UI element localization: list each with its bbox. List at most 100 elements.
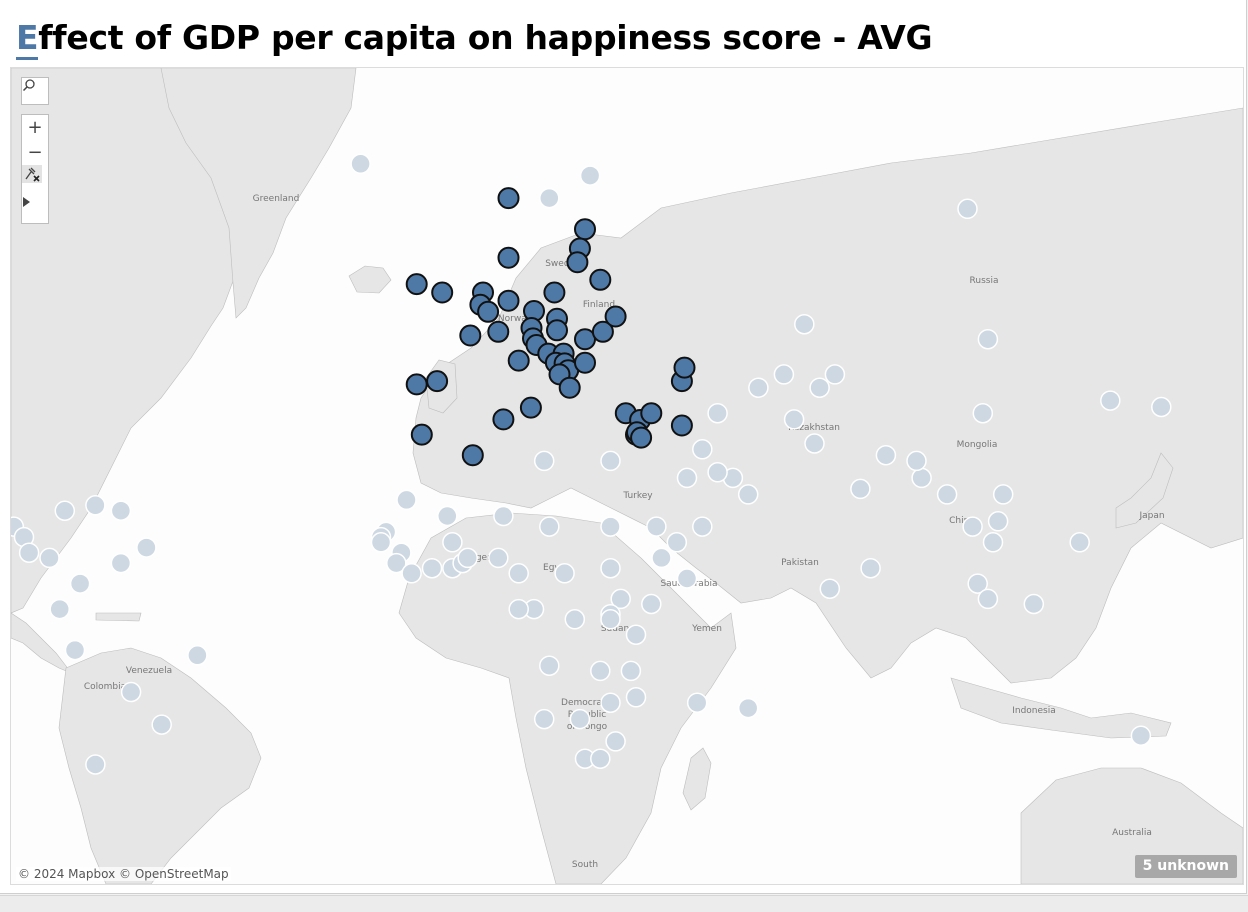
country-mark-dimmed[interactable] xyxy=(707,462,728,483)
country-mark-dimmed[interactable] xyxy=(69,573,91,594)
country-mark-dimmed[interactable] xyxy=(370,532,392,553)
country-mark-dimmed[interactable] xyxy=(967,573,988,594)
country-mark-dimmed[interactable] xyxy=(437,505,458,527)
country-mark-highlighted[interactable] xyxy=(604,305,627,328)
country-mark-dimmed[interactable] xyxy=(620,660,642,682)
country-mark-dimmed[interactable] xyxy=(136,537,157,558)
country-mark-highlighted[interactable] xyxy=(519,396,542,419)
country-mark-dimmed[interactable] xyxy=(962,516,983,537)
country-mark-dimmed[interactable] xyxy=(692,439,713,460)
country-mark-dimmed[interactable] xyxy=(396,489,417,511)
country-mark-dimmed[interactable] xyxy=(783,409,805,430)
country-mark-dimmed[interactable] xyxy=(533,450,555,472)
country-mark-dimmed[interactable] xyxy=(748,377,769,398)
country-mark-dimmed[interactable] xyxy=(987,511,1009,532)
country-mark-highlighted[interactable] xyxy=(492,408,515,431)
country-mark-highlighted[interactable] xyxy=(507,349,530,372)
country-mark-highlighted[interactable] xyxy=(405,373,428,396)
country-mark-dimmed[interactable] xyxy=(539,655,560,676)
country-mark-dimmed[interactable] xyxy=(401,563,422,584)
country-mark-dimmed[interactable] xyxy=(906,450,927,472)
country-mark-highlighted[interactable] xyxy=(459,324,482,347)
country-mark-highlighted[interactable] xyxy=(558,376,581,399)
country-mark-highlighted[interactable] xyxy=(497,289,520,312)
reset-map-button[interactable] xyxy=(22,165,48,190)
country-mark-dimmed[interactable] xyxy=(110,500,132,521)
unknown-locations-indicator[interactable]: 5 unknown xyxy=(1134,855,1237,878)
country-mark-dimmed[interactable] xyxy=(508,598,529,620)
country-mark-dimmed[interactable] xyxy=(737,697,759,719)
country-mark-dimmed[interactable] xyxy=(600,516,621,537)
country-mark-dimmed[interactable] xyxy=(120,681,142,703)
country-mark-dimmed[interactable] xyxy=(625,687,647,708)
country-mark-highlighted[interactable] xyxy=(589,268,612,291)
country-mark-dimmed[interactable] xyxy=(977,588,999,610)
country-mark-dimmed[interactable] xyxy=(692,516,713,537)
country-mark-dimmed[interactable] xyxy=(737,484,759,505)
country-mark-dimmed[interactable] xyxy=(493,505,514,527)
country-mark-dimmed[interactable] xyxy=(457,547,478,569)
country-mark-dimmed[interactable] xyxy=(605,731,626,752)
country-mark-dimmed[interactable] xyxy=(508,563,529,584)
country-mark-dimmed[interactable] xyxy=(860,557,881,579)
country-mark-dimmed[interactable] xyxy=(875,444,897,466)
country-mark-dimmed[interactable] xyxy=(1130,725,1152,746)
country-mark-dimmed[interactable] xyxy=(421,557,443,579)
country-mark-dimmed[interactable] xyxy=(992,484,1014,505)
country-mark-highlighted[interactable] xyxy=(673,356,696,379)
map-search-button[interactable] xyxy=(21,77,49,105)
country-mark-highlighted[interactable] xyxy=(670,414,693,437)
country-mark-dimmed[interactable] xyxy=(110,552,132,574)
country-mark-dimmed[interactable] xyxy=(569,708,591,730)
country-mark-dimmed[interactable] xyxy=(39,547,60,569)
country-mark-dimmed[interactable] xyxy=(386,552,407,574)
country-mark-highlighted[interactable] xyxy=(574,351,596,374)
country-mark-dimmed[interactable] xyxy=(936,484,958,505)
country-mark-dimmed[interactable] xyxy=(554,563,575,584)
country-mark-highlighted[interactable] xyxy=(497,246,520,269)
country-mark-dimmed[interactable] xyxy=(819,578,841,599)
country-mark-dimmed[interactable] xyxy=(49,598,70,620)
country-mark-dimmed[interactable] xyxy=(488,547,509,569)
country-mark-dimmed[interactable] xyxy=(539,516,560,537)
country-mark-dimmed[interactable] xyxy=(564,609,586,630)
country-mark-dimmed[interactable] xyxy=(676,467,698,489)
country-mark-dimmed[interactable] xyxy=(651,547,672,569)
country-mark-highlighted[interactable] xyxy=(477,300,500,323)
map-attribution[interactable]: © 2024 Mapbox © OpenStreetMap xyxy=(16,867,231,881)
country-mark-highlighted[interactable] xyxy=(630,426,653,449)
country-mark-dimmed[interactable] xyxy=(600,450,621,472)
country-mark-dimmed[interactable] xyxy=(1151,396,1172,418)
country-mark-dimmed[interactable] xyxy=(85,754,106,775)
country-mark-dimmed[interactable] xyxy=(646,516,667,537)
country-mark-highlighted[interactable] xyxy=(431,281,454,304)
country-mark-dimmed[interactable] xyxy=(686,692,708,713)
country-mark-highlighted[interactable] xyxy=(461,444,484,467)
zoom-out-button[interactable]: − xyxy=(22,140,48,165)
expand-toolbar-button[interactable] xyxy=(22,197,48,222)
country-mark-dimmed[interactable] xyxy=(824,364,846,385)
country-mark-dimmed[interactable] xyxy=(85,495,106,516)
country-mark-highlighted[interactable] xyxy=(546,319,568,342)
country-mark-dimmed[interactable] xyxy=(850,478,871,500)
country-mark-dimmed[interactable] xyxy=(625,624,647,645)
country-mark-dimmed[interactable] xyxy=(804,433,825,454)
country-mark-highlighted[interactable] xyxy=(566,251,589,274)
country-mark-dimmed[interactable] xyxy=(666,532,688,553)
country-mark-dimmed[interactable] xyxy=(1023,593,1045,615)
country-mark-dimmed[interactable] xyxy=(600,557,621,579)
country-mark-dimmed[interactable] xyxy=(707,402,728,424)
country-mark-dimmed[interactable] xyxy=(641,593,662,615)
country-mark-dimmed[interactable] xyxy=(982,532,1004,553)
country-mark-highlighted[interactable] xyxy=(640,402,663,425)
map-view[interactable]: Greenland Sweden Finland Norway Russia Kazakh… xyxy=(10,67,1244,885)
country-mark-dimmed[interactable] xyxy=(773,364,795,385)
country-mark-highlighted[interactable] xyxy=(591,320,614,343)
country-mark-dimmed[interactable] xyxy=(64,639,86,661)
country-mark-dimmed[interactable] xyxy=(187,645,208,666)
country-mark-highlighted[interactable] xyxy=(405,273,428,296)
country-mark-dimmed[interactable] xyxy=(590,660,611,682)
country-mark-dimmed[interactable] xyxy=(442,532,463,553)
country-mark-highlighted[interactable] xyxy=(410,423,433,446)
country-mark-dimmed[interactable] xyxy=(54,500,76,521)
